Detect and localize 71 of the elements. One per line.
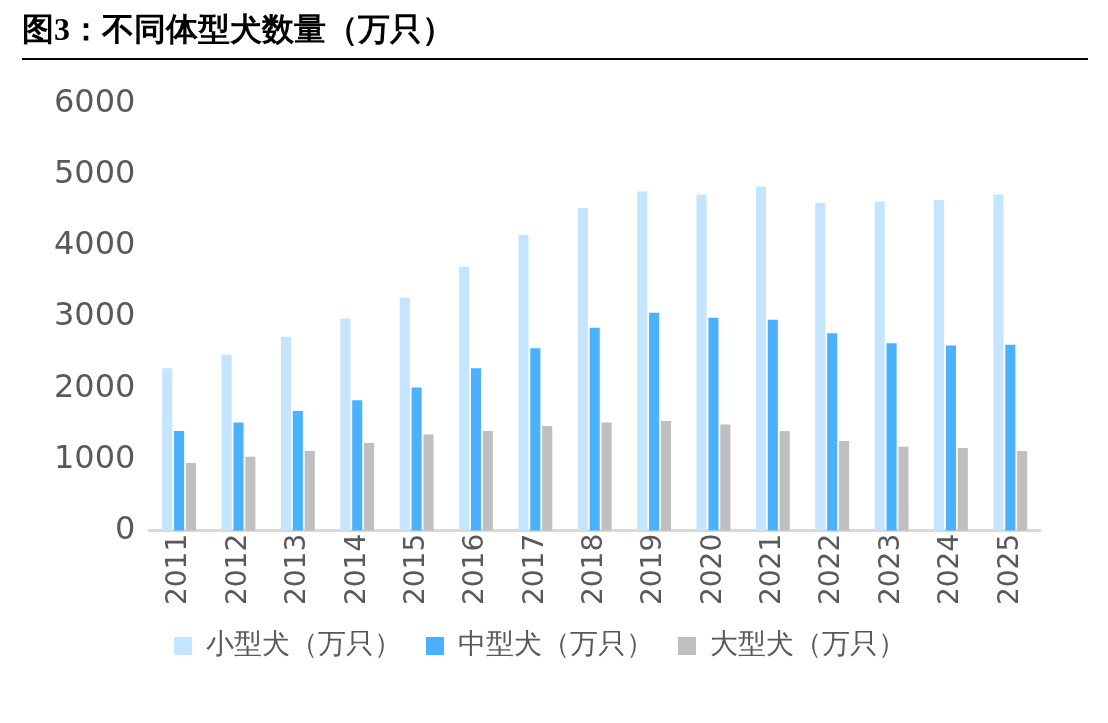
x-tick-label: 2020 <box>694 533 728 606</box>
bar <box>542 425 553 531</box>
bar <box>839 440 850 531</box>
bar <box>827 333 838 531</box>
x-tick-label: 2017 <box>516 533 550 606</box>
bar <box>162 368 173 531</box>
bar <box>280 336 292 531</box>
x-tick-label: 2025 <box>991 533 1025 606</box>
y-tick-label: 5000 <box>54 152 136 191</box>
bar <box>767 319 778 531</box>
legend-label: 小型犬（万只） <box>206 627 402 661</box>
x-tick-label: 2023 <box>872 533 906 606</box>
bar <box>601 422 612 531</box>
x-tick-label: 2019 <box>635 533 669 606</box>
bar <box>399 297 410 531</box>
bar <box>589 327 600 531</box>
bar <box>874 201 885 531</box>
y-tick-label: 2000 <box>54 366 136 405</box>
bar <box>423 434 434 531</box>
bar <box>934 200 945 531</box>
bar <box>660 421 672 531</box>
bar <box>470 368 482 531</box>
x-tick-label: 2024 <box>932 533 966 606</box>
bar <box>245 456 256 531</box>
bar <box>993 194 1004 531</box>
bar <box>364 443 375 531</box>
y-tick-label: 0 <box>115 509 136 548</box>
x-tick-label: 2013 <box>279 533 313 606</box>
x-tick-label: 2011 <box>160 533 194 606</box>
bar <box>779 430 790 531</box>
bar <box>886 343 897 531</box>
bar <box>696 194 707 531</box>
x-tick-label: 2014 <box>338 533 372 606</box>
y-tick-label: 3000 <box>54 295 136 334</box>
bar <box>898 446 909 531</box>
bar <box>518 235 529 531</box>
bar <box>482 430 493 531</box>
bar <box>174 430 185 531</box>
y-tick-label: 6000 <box>54 81 136 120</box>
x-tick-label: 2022 <box>813 533 847 606</box>
bar <box>720 424 731 531</box>
bar <box>1005 344 1016 531</box>
bar <box>530 348 541 531</box>
x-tick-label: 2018 <box>576 533 609 606</box>
bar <box>1017 450 1028 531</box>
bar <box>459 267 470 531</box>
bar <box>411 387 422 531</box>
bar <box>577 207 588 531</box>
legend-label: 中型犬（万只） <box>458 627 654 661</box>
bar <box>304 450 315 531</box>
bar <box>185 463 197 531</box>
y-tick-label: 1000 <box>54 437 136 476</box>
bar <box>340 318 351 531</box>
bar <box>292 411 303 531</box>
bar <box>637 191 648 531</box>
chart-title: 图3：不同体型犬数量（万只） <box>22 8 1088 60</box>
bar <box>708 317 719 531</box>
bar <box>755 186 766 531</box>
bar <box>352 400 363 531</box>
y-tick-label: 4000 <box>54 224 136 263</box>
x-tick-label: 2021 <box>754 533 788 606</box>
legend-label: 大型犬（万只） <box>710 627 906 661</box>
bar <box>221 354 232 531</box>
x-tick-label: 2016 <box>457 533 491 606</box>
bar <box>945 345 956 531</box>
bar <box>957 448 968 531</box>
x-tick-label: 2015 <box>397 533 431 606</box>
x-tick-label: 2012 <box>219 533 253 606</box>
bar <box>815 202 826 531</box>
bar <box>233 422 244 531</box>
bar <box>649 312 660 531</box>
